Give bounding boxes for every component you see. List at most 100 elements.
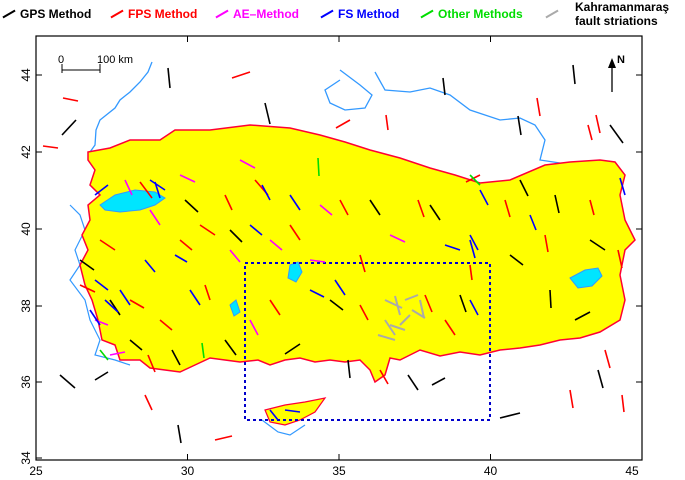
- gps-bar: [79, 259, 95, 271]
- fps-bar: [604, 349, 611, 369]
- fps-bar: [204, 284, 211, 301]
- fps-bar: [569, 389, 574, 409]
- gps-bar: [264, 102, 271, 125]
- gps-bar: [499, 412, 521, 419]
- striation-bar: [404, 294, 419, 301]
- ae-bar: [249, 319, 259, 336]
- fs-bars: [89, 177, 626, 421]
- other-bar: [201, 342, 205, 359]
- gps-bar: [94, 371, 109, 381]
- ae-bar: [269, 239, 283, 251]
- legend-label-fs: FS Method: [338, 7, 400, 21]
- fs-bar: [154, 181, 161, 199]
- fps-bar: [385, 114, 389, 131]
- fps-bar: [179, 239, 193, 251]
- fps-bar: [144, 394, 153, 411]
- cyprus-coast: [261, 419, 306, 436]
- lake-tuz: [287, 261, 303, 283]
- fs-bar: [249, 224, 263, 236]
- fps-bar: [444, 319, 456, 336]
- x-tick-label: 25: [29, 464, 43, 478]
- fs-bar: [289, 194, 301, 211]
- y-tick-label: 34: [19, 451, 33, 465]
- gps-bar: [224, 339, 237, 356]
- fps-bar: [224, 194, 233, 211]
- black-sea-coastline: [89, 61, 153, 153]
- x-tick-label: 30: [181, 464, 195, 478]
- fs-bar: [104, 299, 119, 313]
- fs-bar: [119, 289, 131, 306]
- fps-bar: [129, 299, 145, 309]
- gps-bar: [61, 119, 77, 136]
- ae-bar: [109, 351, 126, 356]
- fps-bar: [99, 239, 116, 251]
- legend-item-fs: FS Method: [320, 6, 399, 22]
- striation-bars: [377, 294, 426, 341]
- fs-bar: [334, 279, 346, 296]
- gps-bar: [329, 299, 344, 311]
- gps-bar: [609, 124, 624, 144]
- fps-bar: [359, 254, 366, 273]
- other-bar: [317, 157, 320, 177]
- gps-bar: [177, 424, 182, 444]
- striation-bar: [384, 319, 396, 336]
- gps-bar: [431, 377, 446, 386]
- striation-bar: [389, 324, 406, 331]
- fps-bar: [62, 97, 79, 102]
- y-tick-labels: 34 36 38 40 42 44: [19, 68, 33, 465]
- fps-bar: [417, 199, 425, 218]
- gps-bar: [284, 343, 301, 355]
- fps-bar: [504, 199, 511, 218]
- fps-bar: [231, 71, 251, 79]
- gps-bar: [347, 359, 351, 379]
- fps-bar: [159, 319, 173, 331]
- fs-bar: [94, 184, 109, 196]
- gps-bar: [129, 339, 143, 351]
- other-bars: [99, 157, 481, 361]
- fps-bar: [617, 249, 623, 269]
- legend-item-fps: FPS Method: [110, 6, 197, 22]
- legend-label-fps: FPS Method: [128, 7, 198, 21]
- black-sea-coastline-north: [374, 71, 561, 164]
- fs-bar: [269, 409, 279, 421]
- fps-bar: [199, 224, 216, 236]
- study-area-box: [244, 262, 491, 421]
- gps-bar: [572, 64, 576, 85]
- scale-bar-left-label: 0: [58, 54, 64, 66]
- other-bar: [469, 174, 481, 186]
- gps-bar: [59, 374, 76, 389]
- fps-bar: [424, 294, 433, 313]
- gps-bars: [59, 64, 624, 444]
- fs-bar: [444, 244, 461, 251]
- gps-bar: [519, 179, 529, 197]
- striation-bar: [377, 334, 396, 341]
- fs-bar: [479, 189, 489, 206]
- gps-bar: [184, 199, 199, 213]
- north-arrow-label: N: [617, 54, 625, 66]
- fps-bar: [79, 284, 96, 293]
- scale-bar-right-label: 100 km: [97, 54, 133, 66]
- fps-bar: [147, 354, 156, 373]
- legend-item-gps: GPS Method: [2, 6, 91, 22]
- ae-bar: [239, 159, 256, 169]
- turkey-landmass: [79, 124, 636, 384]
- fs-bar: [144, 259, 156, 273]
- gps-bar: [554, 194, 560, 214]
- fps-bar: [379, 369, 389, 385]
- gps-bar: [407, 374, 419, 391]
- x-tick-label: 40: [484, 464, 498, 478]
- legend-label-striation-1: Kahramanmaraş: [575, 0, 670, 14]
- fps-bar: [621, 394, 625, 413]
- fs-bar: [469, 234, 479, 251]
- fps-bar: [289, 224, 301, 241]
- x-tick-label: 45: [625, 464, 639, 478]
- fps-bar: [214, 435, 233, 441]
- fs-bar: [261, 184, 271, 201]
- legend-item-other: Other Methods: [420, 6, 523, 22]
- fs-bar: [89, 309, 101, 326]
- map-legend: GPS Method FPS Method AE–Method FS Metho…: [0, 0, 685, 34]
- lake-van: [569, 267, 603, 289]
- gps-bar: [459, 294, 467, 313]
- fs-bar: [284, 409, 301, 413]
